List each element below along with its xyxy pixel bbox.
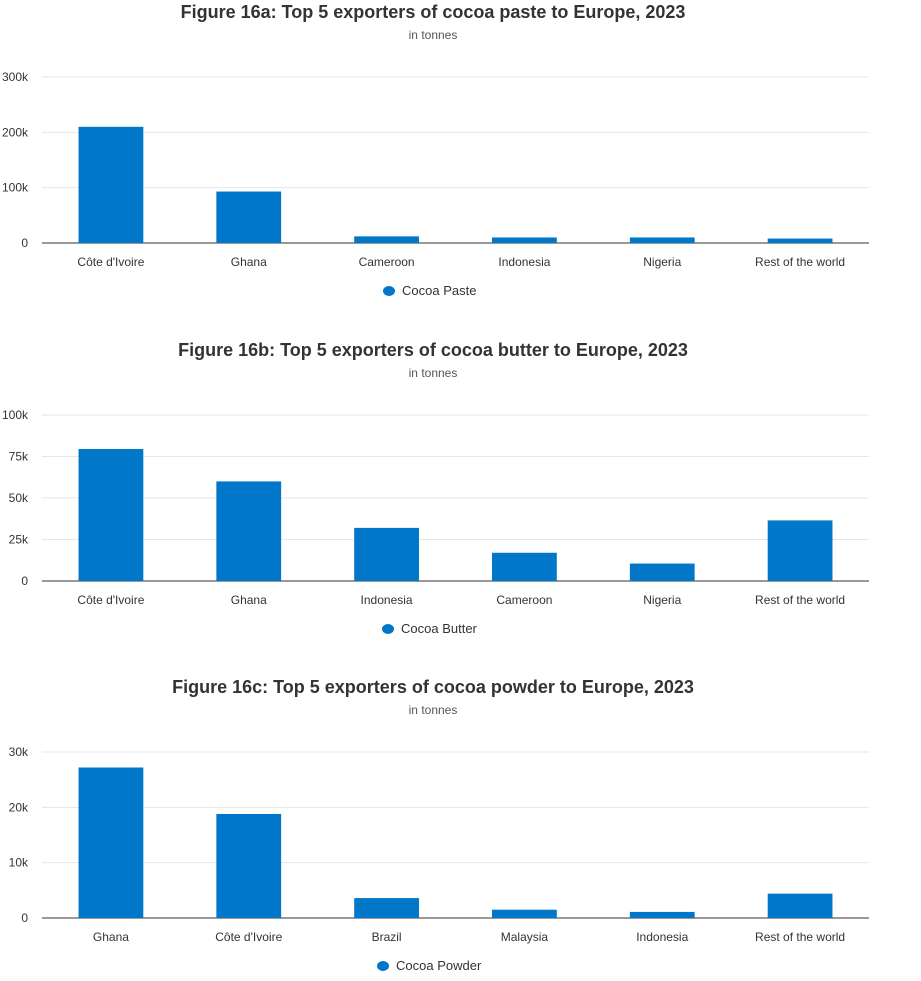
chart-subtitle: in tonnes <box>408 703 458 717</box>
x-tick-label: Indonesia <box>498 255 550 269</box>
bar <box>629 911 695 918</box>
bar <box>767 520 833 581</box>
x-tick-label: Indonesia <box>636 930 688 944</box>
y-tick-label: 50k <box>9 491 29 505</box>
chart-subtitle: in tonnes <box>408 28 458 42</box>
y-tick-label: 10k <box>9 856 29 870</box>
bar <box>629 237 695 243</box>
x-tick-label: Côte d'Ivoire <box>77 255 144 269</box>
bar <box>354 236 419 243</box>
x-tick-label: Rest of the world <box>755 593 845 607</box>
legend-item[interactable]: Cocoa Butter <box>382 621 477 636</box>
bar <box>78 449 144 581</box>
legend-dot-icon <box>383 285 395 296</box>
legend-dot-icon <box>382 623 394 634</box>
legend-item[interactable]: Cocoa Paste <box>383 283 476 298</box>
x-tick-label: Côte d'Ivoire <box>77 593 144 607</box>
y-tick-label: 100k <box>2 181 29 195</box>
bar <box>354 527 419 581</box>
legend-label: Cocoa Powder <box>396 958 482 973</box>
x-tick-label: Brazil <box>372 930 402 944</box>
y-tick-label: 75k <box>9 450 29 464</box>
x-tick-label: Côte d'Ivoire <box>215 930 282 944</box>
bar <box>354 898 419 918</box>
bar <box>629 563 695 581</box>
y-tick-label: 0 <box>21 574 28 588</box>
y-tick-label: 0 <box>21 236 28 250</box>
bar-chart-plot: 0 25k 50k 75k 100k Côte d'Ivoire Ghana Indonesi… <box>2 408 869 607</box>
x-tick-label: Ghana <box>231 255 267 269</box>
bar <box>78 126 144 243</box>
x-tick-label: Indonesia <box>361 593 413 607</box>
bar <box>492 909 557 918</box>
x-tick-label: Nigeria <box>643 593 681 607</box>
x-tick-label: Cameroon <box>359 255 415 269</box>
chart-title: Figure 16b: Top 5 exporters of cocoa but… <box>178 340 688 360</box>
legend-label: Cocoa Butter <box>401 621 477 636</box>
bar <box>767 238 833 243</box>
legend-label: Cocoa Paste <box>402 283 477 298</box>
legend-item[interactable]: Cocoa Powder <box>377 958 481 973</box>
bar <box>492 552 557 581</box>
chart-title: Figure 16a: Top 5 exporters of cocoa pas… <box>180 2 686 22</box>
x-tick-label: Cameroon <box>496 593 552 607</box>
chart-cocoa-powder: Figure 16c: Top 5 exporters of cocoa pow… <box>0 675 921 981</box>
bar <box>492 237 557 243</box>
bar <box>216 481 282 581</box>
bar-chart-plot: 0 100k 200k 300k Côte d'Ivoire Ghana Cameroon I… <box>2 70 869 269</box>
y-tick-label: 300k <box>2 70 29 84</box>
x-tick-label: Rest of the world <box>755 255 845 269</box>
bar <box>216 191 282 243</box>
chart-subtitle: in tonnes <box>408 366 458 380</box>
x-tick-label: Rest of the world <box>755 930 845 944</box>
y-tick-label: 30k <box>9 745 29 759</box>
chart-cocoa-paste: Figure 16a: Top 5 exporters of cocoa pas… <box>0 0 921 320</box>
bar <box>767 893 833 918</box>
chart-cocoa-butter: Figure 16b: Top 5 exporters of cocoa but… <box>0 338 921 658</box>
y-tick-label: 100k <box>2 408 29 422</box>
chart-title: Figure 16c: Top 5 exporters of cocoa pow… <box>172 677 694 697</box>
y-tick-label: 25k <box>9 533 29 547</box>
legend-dot-icon <box>377 960 389 971</box>
x-tick-label: Ghana <box>231 593 267 607</box>
x-tick-label: Ghana <box>93 930 129 944</box>
y-tick-label: 20k <box>9 800 29 814</box>
x-tick-label: Malaysia <box>501 930 549 944</box>
y-tick-label: 200k <box>2 125 29 139</box>
y-tick-label: 0 <box>21 911 28 925</box>
x-tick-label: Nigeria <box>643 255 681 269</box>
bar <box>216 813 282 918</box>
bar <box>78 767 144 918</box>
bar-chart-plot: 0 10k 20k 30k Ghana Côte d'Ivoire Brazil Malays… <box>9 745 869 944</box>
